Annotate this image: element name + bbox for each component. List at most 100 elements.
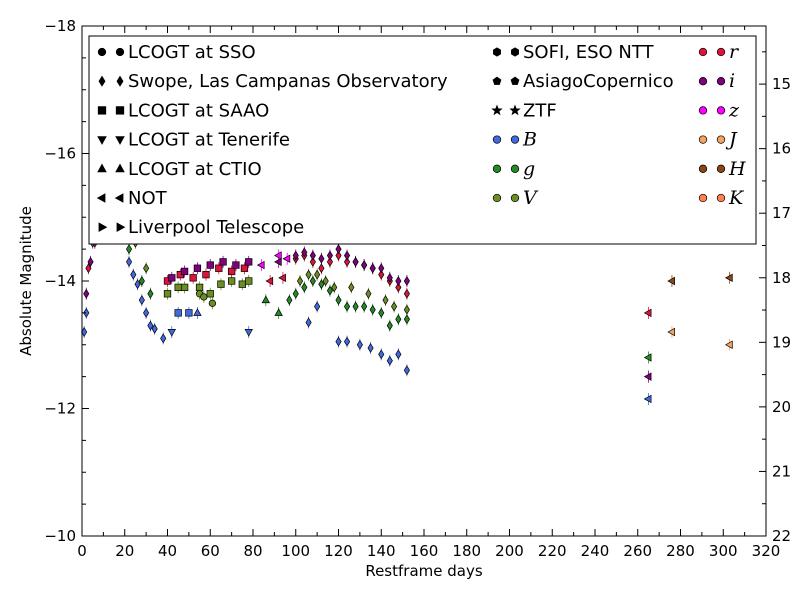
data-point-g	[352, 301, 359, 312]
x-axis: 0 20 40 60 80 100 120 140 160 180 200 220 240 260 280 3…	[77, 26, 780, 560]
legend-marker	[114, 193, 124, 203]
legend-marker	[492, 193, 502, 203]
data-point-g	[318, 279, 325, 290]
data-point-r	[85, 263, 92, 274]
legend-marker	[115, 106, 125, 115]
data-point-H	[667, 276, 675, 286]
x-tick-label: 200	[495, 542, 524, 560]
data-point-V	[200, 293, 208, 301]
data-point-V	[174, 283, 182, 292]
y2-tick-label: 21	[772, 462, 791, 480]
legend-marker	[509, 104, 521, 116]
data-point-i	[309, 250, 316, 261]
data-point-g	[286, 295, 293, 306]
data-point-J	[667, 327, 675, 337]
data-point-B	[386, 355, 393, 366]
data-point-i	[378, 263, 385, 274]
data-point-V	[143, 263, 150, 274]
data-point-g	[274, 308, 283, 316]
data-point-i	[232, 261, 240, 269]
data-point-z	[273, 251, 282, 260]
legend-label: ZTF	[523, 100, 557, 121]
x-tick-label: 100	[281, 542, 310, 560]
x-tick-label: 180	[452, 542, 481, 560]
data-point-B	[367, 342, 374, 353]
data-point-r	[395, 282, 402, 293]
data-point-g	[292, 288, 299, 299]
legend-marker	[97, 47, 107, 57]
data-point-B	[151, 323, 158, 334]
data-point-i	[343, 250, 351, 261]
data-point-i	[245, 258, 253, 266]
data-point-r	[318, 263, 325, 274]
data-point-V	[238, 280, 246, 288]
data-point-B	[143, 307, 150, 318]
legend-label: LCOGT at SAAO	[128, 100, 269, 121]
legend-marker	[698, 47, 708, 57]
legend-filter-label: g	[523, 158, 535, 180]
data-point-r	[278, 273, 286, 283]
legend-label: SOFI, ESO NTT	[523, 42, 655, 63]
legend-marker	[98, 222, 108, 232]
legend-marker	[510, 164, 520, 173]
y-axis: −18 −16 −14 −12 −10	[44, 17, 89, 545]
data-point-i	[273, 257, 282, 267]
legend-marker	[97, 106, 107, 115]
data-point-g	[343, 301, 351, 312]
data-point-B	[403, 365, 410, 376]
legend-label: LCOGT at SSO	[128, 42, 256, 63]
data-point-B	[160, 333, 167, 344]
data-point-r	[265, 276, 274, 286]
legend-filter-label: V	[523, 187, 539, 209]
data-point-i	[168, 274, 176, 282]
data-point-i	[395, 276, 402, 286]
data-point-r	[309, 256, 316, 267]
data-point-V	[382, 295, 389, 306]
legend-label: Swope, Las Campanas Observatory	[128, 71, 448, 92]
data-point-B	[83, 307, 90, 318]
legend-filter-label: z	[728, 99, 740, 121]
data-point-V	[348, 282, 355, 293]
data-point-g	[643, 353, 652, 362]
data-point-i	[87, 256, 94, 267]
data-point-B	[147, 320, 154, 331]
data-point-i	[643, 372, 652, 381]
data-point-r	[202, 270, 210, 279]
x-tick-label: 20	[115, 542, 134, 560]
data-point-g	[301, 282, 308, 293]
data-point-i	[206, 261, 214, 269]
legend-marker	[492, 135, 502, 144]
legend-marker	[116, 222, 126, 232]
data-point-i	[180, 267, 189, 276]
data-point-H	[724, 273, 733, 283]
data-point-i	[292, 250, 299, 261]
x-tick-label: 220	[538, 542, 567, 560]
data-point-g	[335, 295, 342, 306]
data-point-r	[240, 264, 249, 272]
data-point-V	[208, 299, 217, 307]
data-point-B	[134, 279, 141, 290]
data-point-V	[227, 277, 236, 285]
legend-marker	[716, 47, 726, 57]
data-point-B	[356, 339, 363, 350]
y-tick-label: −14	[44, 272, 76, 290]
legend-marker	[510, 135, 520, 144]
data-point-B	[335, 336, 342, 347]
data-point-B	[395, 349, 402, 360]
legend-filter-label: J	[725, 129, 738, 151]
y-tick-label: −12	[44, 400, 76, 418]
y2-tick-label: 18	[772, 269, 791, 287]
legend-marker	[698, 193, 708, 203]
legend-label: AsiagoCopernico	[523, 71, 674, 92]
x-tick-label: 0	[77, 542, 87, 560]
data-point-V	[296, 276, 304, 286]
legend-marker	[510, 76, 520, 85]
x-tick-label: 280	[666, 542, 695, 560]
legend-marker	[491, 104, 503, 116]
x-tick-label: 260	[623, 542, 652, 560]
y-tick-label: −18	[44, 17, 76, 35]
data-point-r	[643, 308, 652, 318]
x-tick-label: 140	[367, 542, 396, 560]
legend-label: LCOGT at Tenerife	[128, 130, 290, 151]
data-point-g	[369, 304, 376, 315]
